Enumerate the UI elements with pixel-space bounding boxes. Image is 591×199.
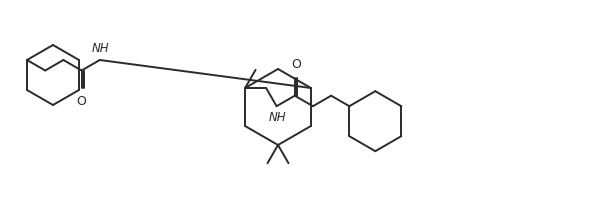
Text: O: O [291, 58, 301, 71]
Text: NH: NH [92, 42, 109, 55]
Text: NH: NH [269, 111, 287, 124]
Text: O: O [77, 95, 86, 108]
